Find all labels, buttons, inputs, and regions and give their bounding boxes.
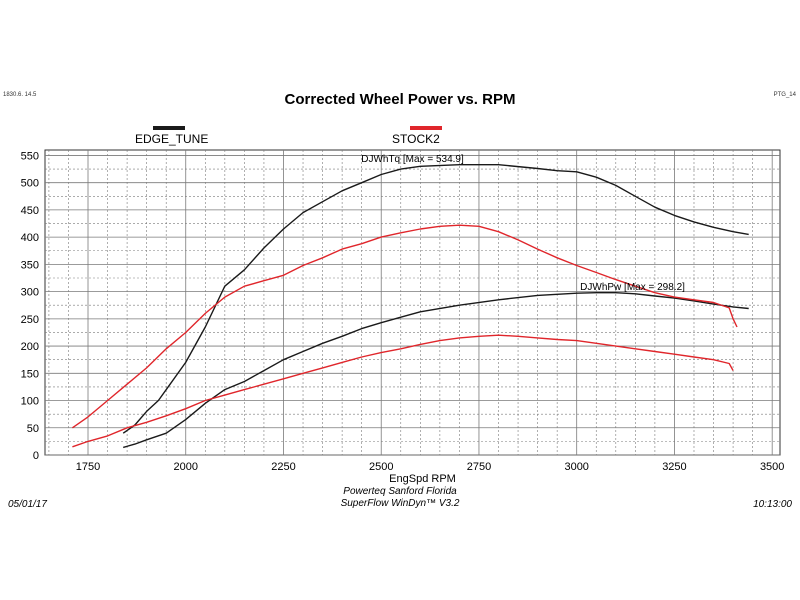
series-line bbox=[71, 224, 738, 429]
y-tick-label: 50 bbox=[27, 423, 39, 435]
file-id-label: PTG_14 bbox=[773, 92, 796, 98]
series-line bbox=[123, 292, 749, 449]
y-tick-label: 300 bbox=[21, 287, 39, 299]
report-time: 10:13:00 bbox=[753, 499, 792, 510]
series-line bbox=[72, 334, 734, 448]
shop-name: Powerteq Sanford Florida bbox=[343, 486, 457, 497]
y-tick-label: 250 bbox=[21, 314, 39, 326]
y-tick-label: 350 bbox=[21, 259, 39, 271]
x-tick-label: 2750 bbox=[467, 461, 491, 473]
y-tick-label: 400 bbox=[21, 232, 39, 244]
legend-label: STOCK2 bbox=[392, 132, 440, 146]
x-tick-label: 3250 bbox=[662, 461, 686, 473]
y-tick-label: 200 bbox=[21, 341, 39, 353]
annotation-label: DJWhTq [Max = 534.9] bbox=[361, 154, 464, 165]
run-id-label: 1830.6. 14.5 bbox=[3, 92, 37, 98]
y-tick-label: 500 bbox=[21, 178, 39, 190]
software-version: SuperFlow WinDyn™ V3.2 bbox=[340, 498, 460, 509]
x-tick-label: 2500 bbox=[369, 461, 393, 473]
y-tick-label: 150 bbox=[21, 368, 39, 380]
y-tick-label: 550 bbox=[21, 150, 39, 162]
x-tick-label: 1750 bbox=[76, 461, 100, 473]
chart-title: Corrected Wheel Power vs. RPM bbox=[284, 91, 516, 108]
y-tick-label: 100 bbox=[21, 396, 39, 408]
x-tick-label: 2250 bbox=[271, 461, 295, 473]
legend-label: EDGE_TUNE bbox=[135, 132, 208, 146]
x-tick-label: 2000 bbox=[174, 461, 198, 473]
report-date: 05/01/17 bbox=[8, 499, 47, 510]
x-tick-label: 3500 bbox=[760, 461, 784, 473]
annotation-label: DJWhPw [Max = 298.2] bbox=[580, 282, 685, 293]
x-tick-label: 3000 bbox=[564, 461, 588, 473]
y-tick-label: 0 bbox=[33, 450, 39, 462]
y-tick-label: 450 bbox=[21, 205, 39, 217]
x-axis-label: EngSpd RPM bbox=[389, 473, 456, 485]
series-line bbox=[122, 164, 749, 434]
plot-area bbox=[44, 149, 781, 456]
